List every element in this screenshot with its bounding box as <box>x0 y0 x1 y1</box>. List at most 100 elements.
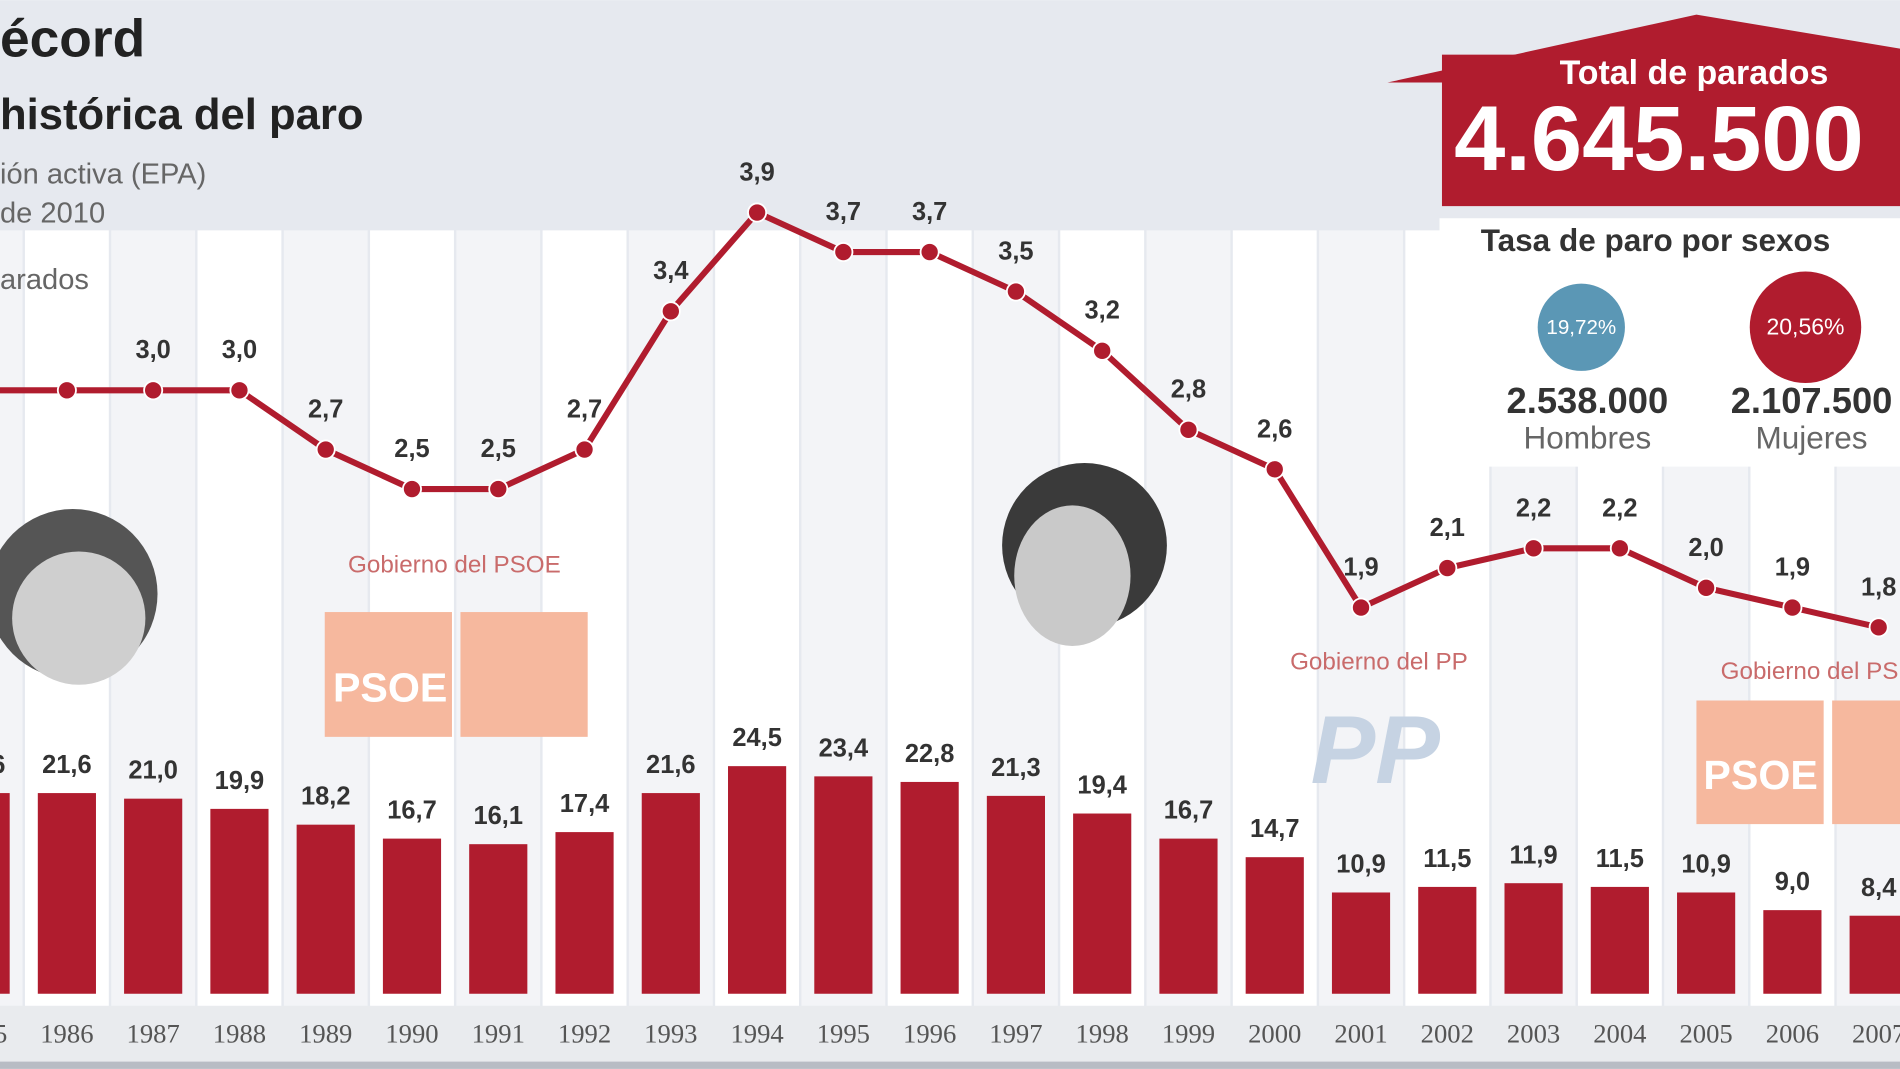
data-label: 16,1 <box>474 802 524 830</box>
subtitle: histórica del paro <box>0 91 364 139</box>
bar <box>1849 915 1900 994</box>
source: de 2010 <box>0 197 105 229</box>
total-label: Total de parados <box>1560 54 1829 92</box>
point <box>1178 419 1199 440</box>
data-label: 10,9 <box>1336 851 1386 879</box>
data-label: 16,7 <box>1164 797 1214 825</box>
data-label: 23,4 <box>819 734 869 762</box>
bar <box>0 793 10 994</box>
data-label: 3,4 <box>653 257 689 285</box>
annotation: Gobierno del PS <box>1721 658 1899 685</box>
point <box>1092 340 1113 361</box>
data-label: 3,5 <box>998 237 1033 265</box>
data-label: 1,8 <box>1861 573 1896 601</box>
legend-line: arados <box>0 264 89 296</box>
logo-text: PSOE <box>333 665 447 711</box>
x-tick-label: 2000 <box>1248 1018 1301 1048</box>
data-label: 9,0 <box>1775 868 1810 896</box>
men-label: Hombres <box>1523 419 1651 455</box>
bar <box>986 795 1045 994</box>
bar <box>728 766 787 994</box>
point <box>401 479 422 500</box>
logo-text: PP <box>1311 695 1441 804</box>
x-tick-label: 2003 <box>1507 1018 1560 1048</box>
x-tick-label: 1986 <box>40 1018 93 1048</box>
bar <box>1590 886 1649 994</box>
data-label: 16,7 <box>387 797 437 825</box>
women-rate: 20,56% <box>1766 314 1844 340</box>
point <box>1264 459 1285 480</box>
data-label: 22,8 <box>905 740 955 768</box>
point <box>488 479 509 500</box>
men-rate: 19,72% <box>1546 316 1616 339</box>
x-tick-label: 1998 <box>1076 1018 1129 1048</box>
x-tick-label: 1992 <box>558 1018 611 1048</box>
data-label: 17,4 <box>560 790 610 818</box>
data-label: 2,7 <box>308 396 343 424</box>
women-circle <box>1749 271 1862 384</box>
bar <box>814 776 873 994</box>
logo <box>1696 700 1824 825</box>
data-label: 11,5 <box>1596 845 1644 873</box>
x-tick-label: 1989 <box>299 1018 352 1048</box>
point <box>143 380 164 401</box>
bar <box>641 793 700 994</box>
plot: 1985 1986 1987 1988 1989 1990 1991 1992 1993 1994… <box>0 158 1900 1048</box>
point <box>229 380 250 401</box>
year-strip <box>0 1005 1900 1069</box>
data-label: 14,7 <box>1250 815 1300 843</box>
annotation: Gobierno del PP <box>1290 648 1468 675</box>
data-label: 21,3 <box>991 754 1041 782</box>
data-label: 10,9 <box>1681 851 1731 879</box>
data-label: 19,4 <box>1077 772 1127 800</box>
data-label: 21,6 <box>646 751 696 779</box>
source: ión activa (EPA) <box>0 159 206 191</box>
logo-text: PSOE <box>1703 752 1817 798</box>
bar <box>1245 857 1304 994</box>
x-tick-label: 1985 <box>0 1018 7 1048</box>
data-label: 2,7 <box>567 396 602 424</box>
x-tick-label: 1997 <box>989 1018 1042 1048</box>
women-count: 2.107.500 <box>1731 380 1893 421</box>
bar <box>1677 892 1736 994</box>
x-tick-label: 1988 <box>213 1018 266 1048</box>
point <box>1782 597 1803 618</box>
data-label: 3,7 <box>826 198 861 226</box>
bar <box>1763 910 1822 994</box>
data-label: 2,8 <box>1171 376 1206 404</box>
bar <box>1159 838 1218 994</box>
data-label: 1,9 <box>1775 554 1810 582</box>
point <box>1351 597 1372 618</box>
data-label: 2,1 <box>1430 514 1465 542</box>
data-label: 3,0 <box>135 336 170 364</box>
point <box>1868 617 1889 638</box>
x-tick-label: 1995 <box>817 1018 870 1048</box>
x-tick-label: 1994 <box>730 1018 783 1048</box>
data-label: 2,2 <box>1602 494 1637 522</box>
annotation: Gobierno del PSOE <box>348 551 561 578</box>
data-label: 11,5 <box>1423 845 1471 873</box>
panel-title: Tasa de paro por sexos <box>1481 222 1831 258</box>
data-label: 11,9 <box>1510 841 1558 869</box>
bar <box>210 808 269 994</box>
point <box>833 242 854 263</box>
point <box>919 242 940 263</box>
logo <box>324 612 452 737</box>
data-label: 21,6 <box>42 751 92 779</box>
data-label: 1,9 <box>1343 554 1378 582</box>
data-label: 3,0 <box>222 336 257 364</box>
point <box>315 439 336 460</box>
data-label: 2,6 <box>1257 415 1292 443</box>
x-tick-label: 2002 <box>1421 1018 1474 1048</box>
x-tick-label: 2005 <box>1679 1018 1732 1048</box>
data-label: 2,5 <box>394 435 429 463</box>
point <box>1005 281 1026 302</box>
point <box>1437 558 1458 579</box>
x-tick-label: 2007 <box>1852 1018 1900 1048</box>
x-tick-label: 1991 <box>472 1018 525 1048</box>
column <box>1319 230 1403 1006</box>
bar <box>37 793 96 994</box>
data-label: 3,2 <box>1085 297 1120 325</box>
bar <box>555 832 614 994</box>
